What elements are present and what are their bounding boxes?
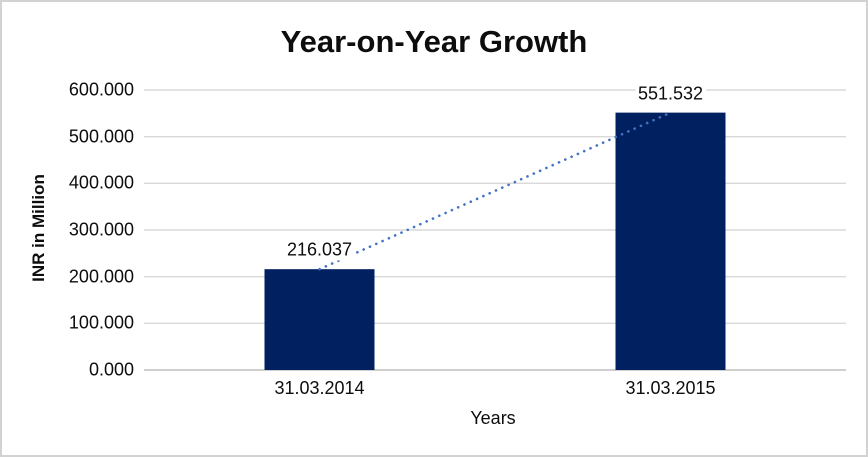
y-tick-label: 0.000 [88, 359, 134, 380]
y-tick-label: 200.000 [68, 266, 134, 287]
bar-31.03.2014 [264, 269, 375, 370]
y-tick-label: 100.000 [68, 312, 134, 333]
bar-data-label: 551.532 [634, 83, 707, 105]
x-tick-label: 31.03.2014 [274, 378, 365, 398]
x-tick-label: 31.03.2015 [625, 378, 716, 398]
y-tick-label: 300.000 [68, 219, 134, 240]
bar-data-label: 216.037 [283, 239, 356, 261]
y-tick-label: 600.000 [68, 79, 134, 100]
x-axis-title: Years [470, 408, 516, 428]
chart-title: Year-on-Year Growth [280, 24, 588, 59]
trendline [318, 111, 672, 271]
y-tick-label: 400.000 [68, 172, 134, 193]
bar-31.03.2015 [615, 112, 726, 370]
y-tick-label: 500.000 [68, 126, 134, 147]
